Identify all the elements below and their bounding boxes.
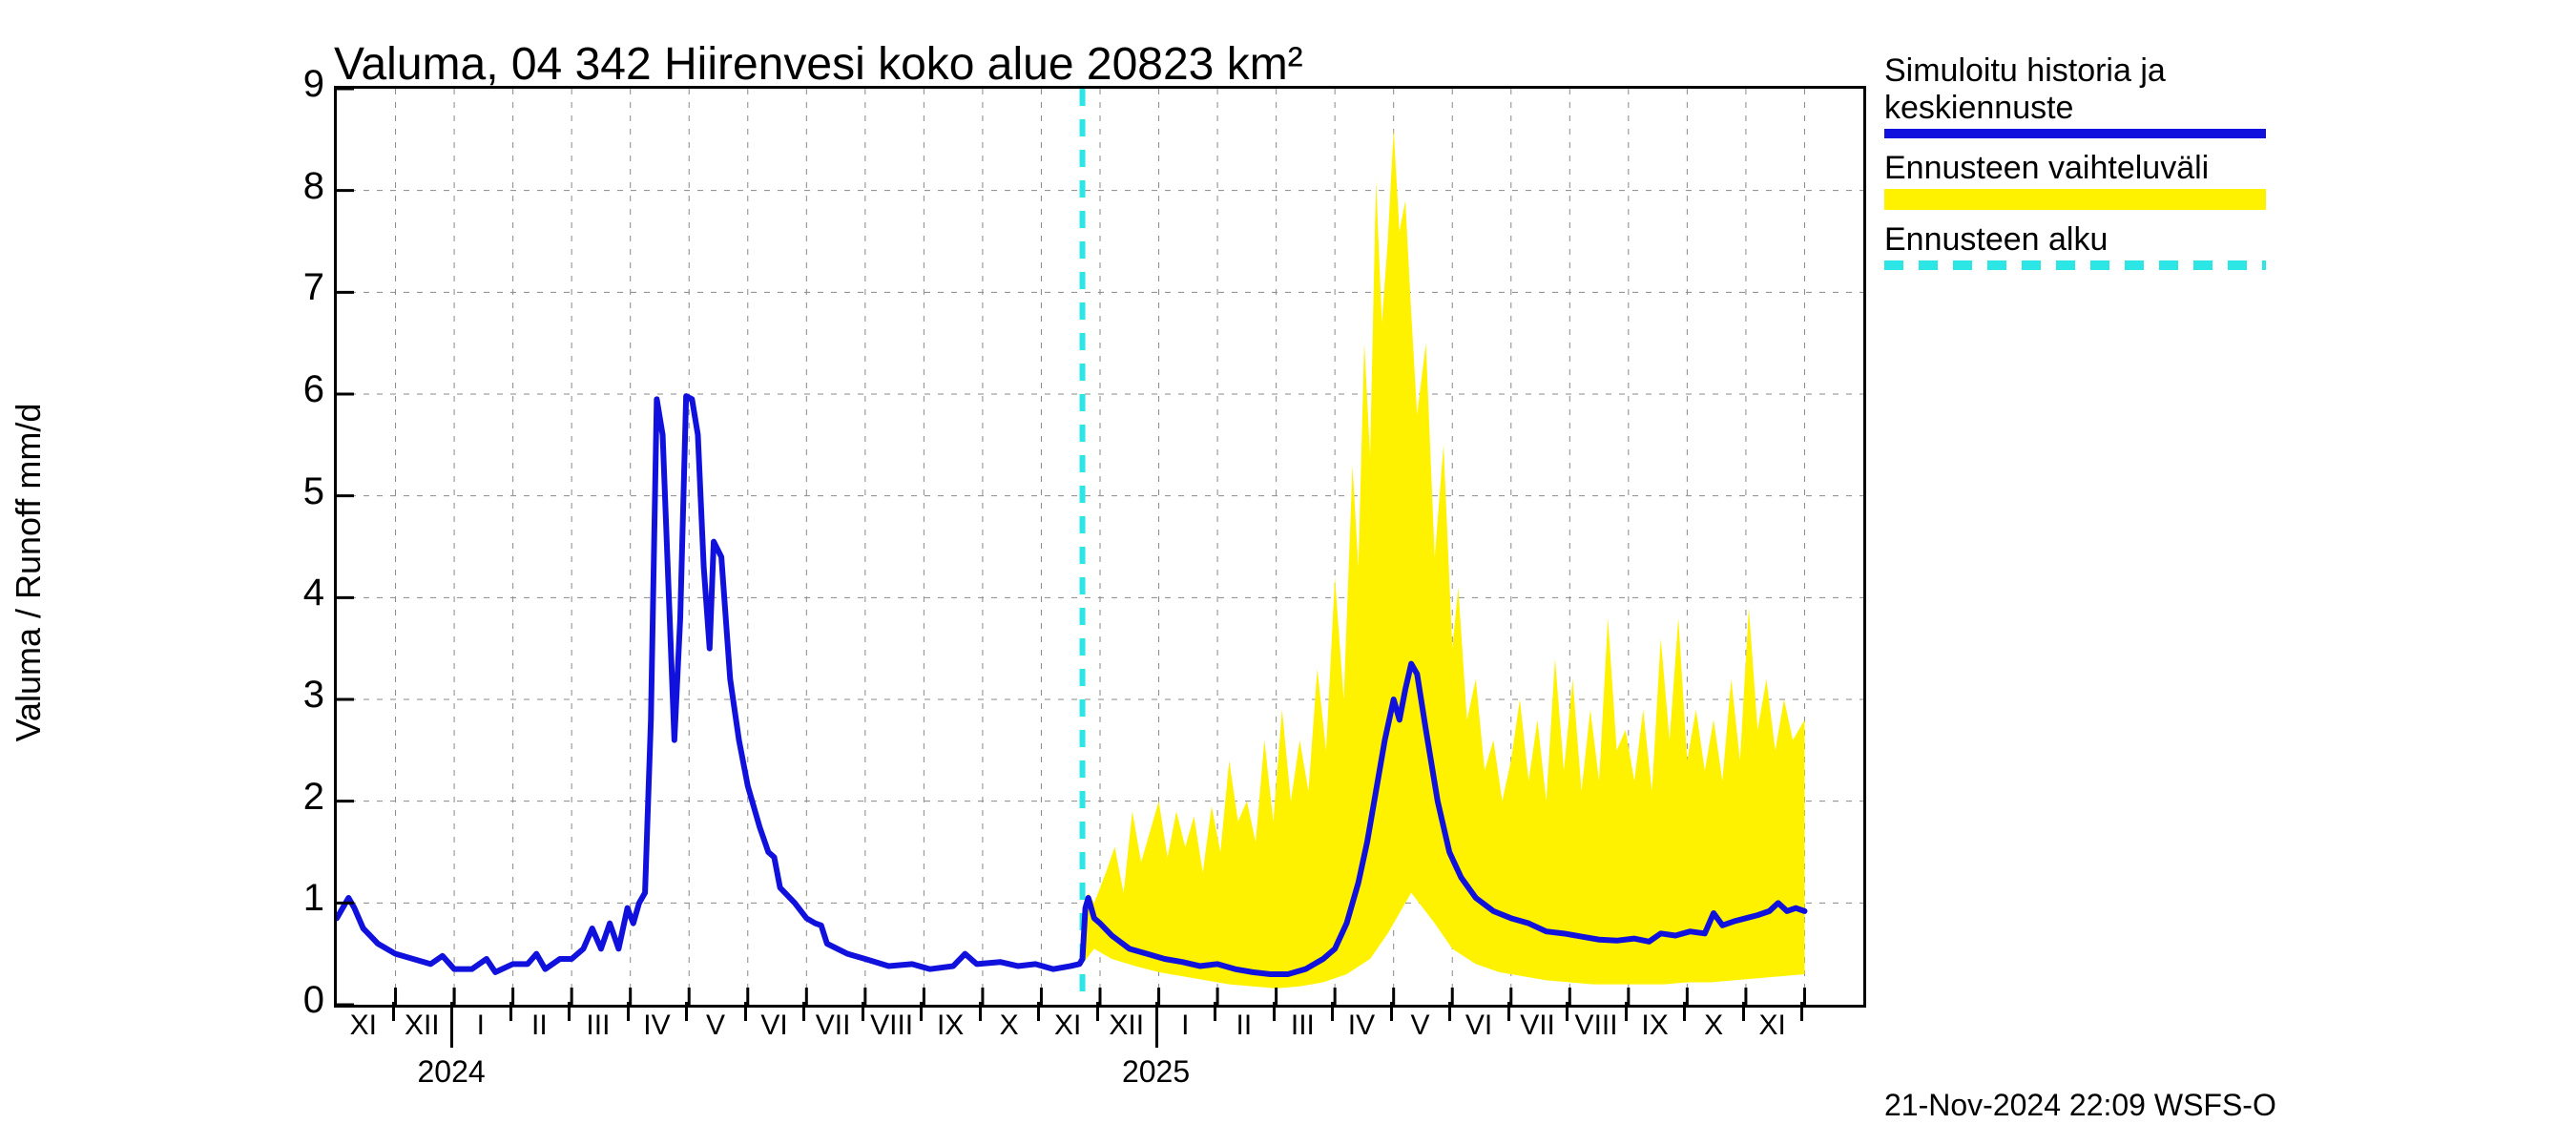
x-month-label: III bbox=[586, 1010, 610, 1042]
legend-swatch bbox=[1884, 189, 2266, 210]
x-month-label: VI bbox=[1465, 1010, 1492, 1042]
legend-swatch bbox=[1884, 129, 2266, 138]
chart-title: Valuma, 04 342 Hiirenvesi koko alue 2082… bbox=[334, 38, 1303, 91]
x-month-tick bbox=[744, 1002, 747, 1021]
x-month-tick bbox=[509, 1002, 512, 1021]
x-month-label: VII bbox=[1520, 1010, 1555, 1042]
x-month-label: IV bbox=[1348, 1010, 1375, 1042]
y-tick-label: 4 bbox=[267, 572, 324, 614]
x-month-label: XI bbox=[350, 1010, 377, 1042]
x-month-label: VII bbox=[816, 1010, 851, 1042]
x-month-tick bbox=[1390, 1002, 1393, 1021]
x-month-label: XII bbox=[405, 1010, 440, 1042]
x-month-tick bbox=[979, 1002, 982, 1021]
x-month-tick bbox=[920, 1002, 923, 1021]
x-month-label: II bbox=[1236, 1010, 1253, 1042]
x-month-label: VIII bbox=[1575, 1010, 1618, 1042]
x-month-label: XI bbox=[1054, 1010, 1081, 1042]
x-month-label: IX bbox=[1641, 1010, 1668, 1042]
x-month-tick bbox=[1214, 1002, 1216, 1021]
x-month-tick bbox=[1683, 1002, 1686, 1021]
x-month-tick bbox=[1331, 1002, 1334, 1021]
x-month-tick bbox=[1037, 1002, 1040, 1021]
x-month-tick bbox=[685, 1002, 688, 1021]
y-tick-label: 9 bbox=[267, 63, 324, 106]
x-month-tick bbox=[1273, 1002, 1276, 1021]
x-month-label: XI bbox=[1759, 1010, 1786, 1042]
x-month-label: V bbox=[706, 1010, 725, 1042]
x-month-label: V bbox=[1410, 1010, 1429, 1042]
y-tick-label: 6 bbox=[267, 368, 324, 411]
y-tick-label: 2 bbox=[267, 776, 324, 819]
x-month-tick bbox=[1625, 1002, 1628, 1021]
x-month-tick bbox=[1096, 1002, 1099, 1021]
y-tick-label: 0 bbox=[267, 979, 324, 1022]
x-year-label: 2024 bbox=[417, 1054, 485, 1090]
x-month-tick bbox=[1742, 1002, 1745, 1021]
x-month-label: VIII bbox=[870, 1010, 913, 1042]
x-month-tick bbox=[1507, 1002, 1510, 1021]
y-tick-label: 3 bbox=[267, 674, 324, 717]
chart-canvas: Valuma / Runoff mm/d Valuma, 04 342 Hiir… bbox=[0, 0, 2576, 1145]
x-month-label: VI bbox=[760, 1010, 787, 1042]
y-tick-label: 1 bbox=[267, 877, 324, 920]
legend-label: Ennusteen vaihteluväli bbox=[1884, 150, 2552, 187]
y-tick-label: 7 bbox=[267, 266, 324, 309]
x-month-tick bbox=[568, 1002, 571, 1021]
x-month-tick bbox=[627, 1002, 630, 1021]
legend-entry: Ennusteen alku bbox=[1884, 221, 2552, 270]
x-month-label: X bbox=[1704, 1010, 1723, 1042]
y-tick-label: 5 bbox=[267, 470, 324, 513]
x-month-label: II bbox=[531, 1010, 548, 1042]
x-year-label: 2025 bbox=[1122, 1054, 1190, 1090]
y-axis-label: Valuma / Runoff mm/d bbox=[9, 404, 49, 742]
legend-label: Simuloitu historia ja keskiennuste bbox=[1884, 52, 2552, 127]
x-month-tick bbox=[802, 1002, 805, 1021]
footer-timestamp: 21-Nov-2024 22:09 WSFS-O bbox=[1884, 1088, 2276, 1123]
x-month-label: XII bbox=[1109, 1010, 1144, 1042]
x-month-tick bbox=[1566, 1002, 1568, 1021]
legend-entry: Ennusteen vaihteluväli bbox=[1884, 150, 2552, 210]
x-month-tick bbox=[450, 1002, 453, 1021]
x-month-tick bbox=[1800, 1002, 1803, 1021]
plot-svg bbox=[337, 89, 1863, 1005]
x-month-label: III bbox=[1291, 1010, 1315, 1042]
legend-swatch bbox=[1884, 260, 2266, 270]
plot-area bbox=[334, 86, 1866, 1008]
x-month-label: I bbox=[1181, 1010, 1189, 1042]
legend: Simuloitu historia ja keskiennuste Ennust… bbox=[1884, 52, 2552, 281]
legend-label: Ennusteen alku bbox=[1884, 221, 2552, 259]
x-month-label: IX bbox=[937, 1010, 964, 1042]
x-month-tick bbox=[1448, 1002, 1451, 1021]
y-tick-label: 8 bbox=[267, 165, 324, 208]
x-month-label: IV bbox=[643, 1010, 670, 1042]
x-month-tick bbox=[862, 1002, 864, 1021]
x-month-tick bbox=[1155, 1002, 1158, 1021]
x-month-label: X bbox=[1000, 1010, 1019, 1042]
legend-entry: Simuloitu historia ja keskiennuste bbox=[1884, 52, 2552, 138]
x-month-label: I bbox=[477, 1010, 485, 1042]
x-month-tick bbox=[392, 1002, 395, 1021]
